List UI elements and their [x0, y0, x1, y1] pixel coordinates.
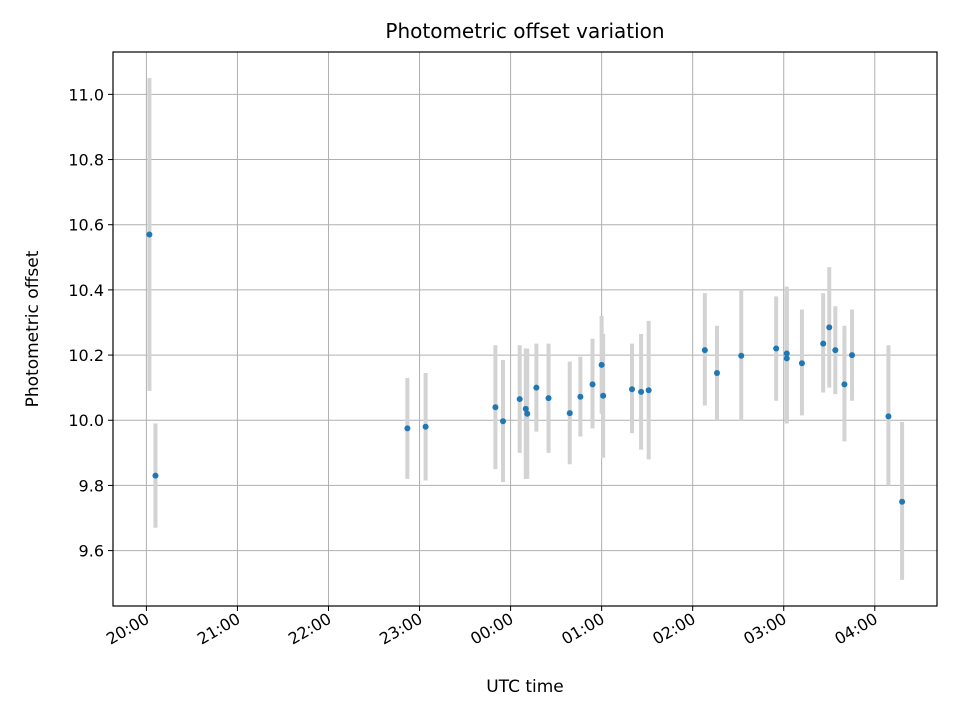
y-axis-label: Photometric offset	[23, 250, 43, 407]
grid	[113, 52, 937, 606]
data-points	[146, 231, 906, 505]
y-tick-label: 10.4	[68, 281, 104, 300]
x-axis-label: UTC time	[486, 677, 564, 697]
y-tick-label: 10.0	[68, 411, 104, 430]
data-point	[522, 405, 529, 412]
data-point	[152, 472, 159, 479]
data-point	[783, 350, 790, 357]
data-point	[589, 381, 596, 388]
data-point	[545, 395, 552, 402]
data-point	[404, 425, 411, 432]
y-tick-label: 9.6	[79, 542, 104, 561]
data-point	[533, 384, 540, 391]
data-point	[773, 345, 780, 352]
data-point	[701, 347, 708, 354]
data-point	[849, 352, 856, 359]
data-point	[422, 423, 429, 430]
data-point	[492, 404, 499, 411]
data-point	[598, 361, 605, 368]
data-point	[820, 340, 827, 347]
data-point	[499, 418, 506, 425]
plot-frame	[112, 51, 938, 607]
data-point	[885, 413, 892, 420]
data-point	[713, 369, 720, 376]
data-point	[645, 387, 652, 394]
y-tick-label: 10.2	[68, 346, 104, 365]
data-point	[798, 360, 805, 367]
data-point	[566, 410, 573, 417]
y-tick-label: 11.0	[68, 85, 104, 104]
data-point	[628, 386, 635, 393]
data-point	[577, 393, 584, 400]
data-point	[832, 347, 839, 354]
data-point	[146, 231, 153, 238]
data-point	[638, 388, 645, 395]
data-point	[738, 352, 745, 359]
y-tick-label: 10.8	[68, 151, 104, 170]
y-tick-label: 9.8	[79, 476, 104, 495]
y-tick-label: 10.6	[68, 216, 104, 235]
data-point	[516, 396, 523, 403]
data-point	[524, 410, 531, 417]
data-point	[600, 392, 607, 399]
data-point	[841, 381, 848, 388]
data-point	[826, 324, 833, 331]
chart-title: Photometric offset variation	[385, 19, 664, 43]
data-point	[783, 355, 790, 362]
data-point	[899, 498, 906, 505]
